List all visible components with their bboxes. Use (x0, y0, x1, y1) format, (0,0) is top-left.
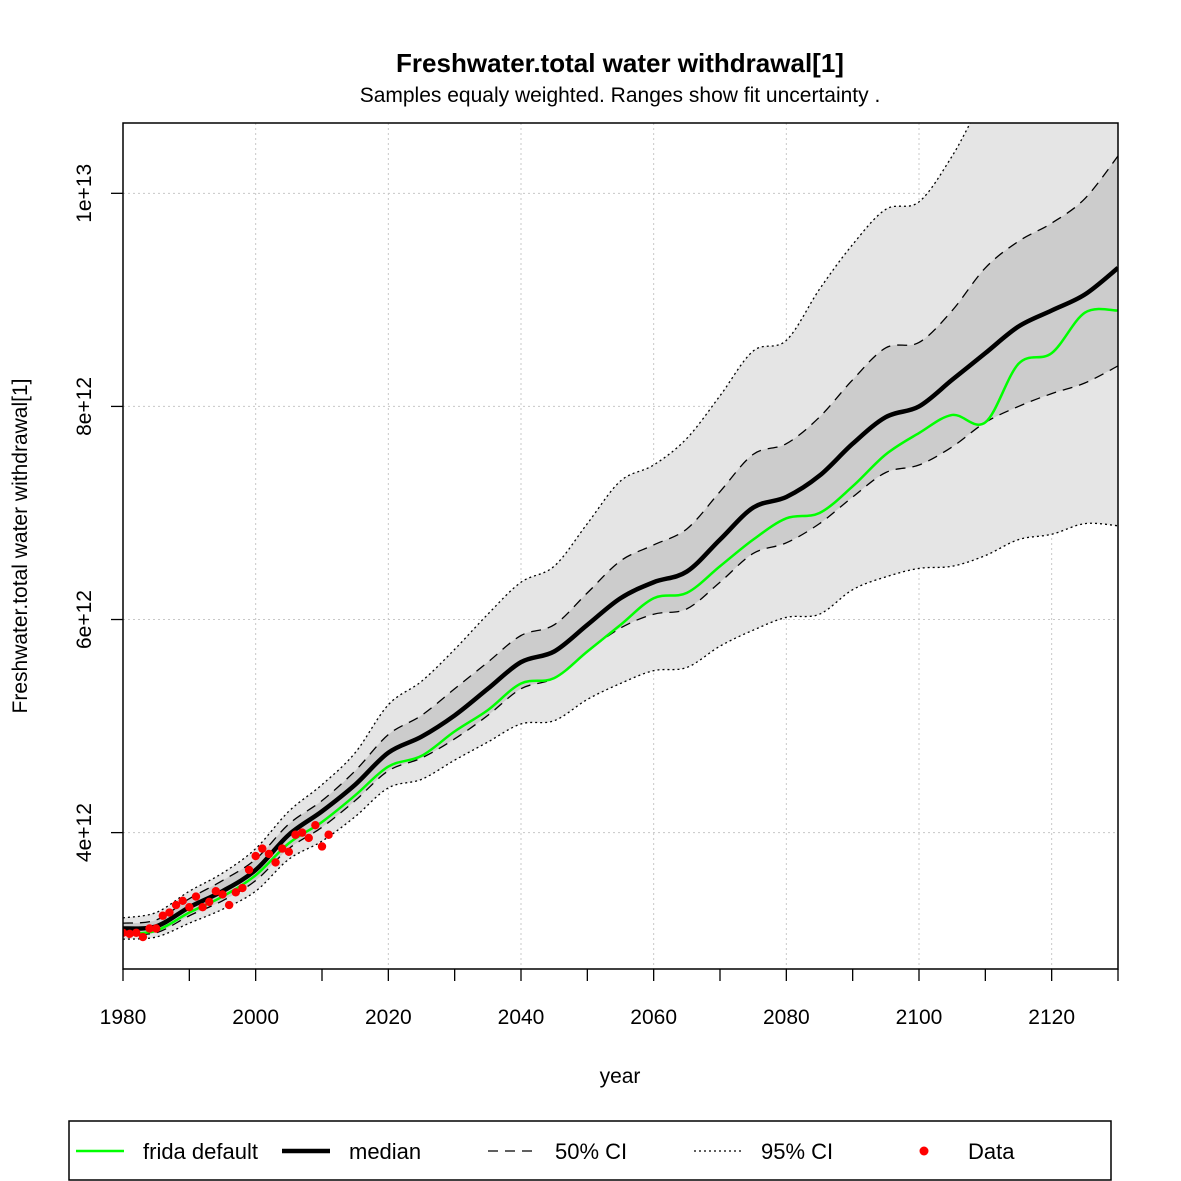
x-tick-label: 2020 (365, 1006, 412, 1029)
data-point (185, 903, 194, 912)
data-point (198, 903, 207, 912)
ci95-lower-line (123, 522, 1118, 940)
data-point (291, 830, 300, 839)
plot-frame (122, 122, 1119, 970)
chart-subtitle: Samples equaly weighted. Ranges show fit… (360, 84, 881, 107)
data-point (258, 844, 267, 853)
x-axis-label: year (600, 1065, 641, 1088)
data-point (171, 900, 181, 910)
data-point (191, 892, 201, 901)
data-point (244, 865, 254, 875)
data-point (324, 830, 333, 839)
x-tick-label: 2120 (1028, 1006, 1075, 1029)
y-axis-label: Freshwater.total water withdrawal[1] (9, 379, 32, 714)
data-point (178, 896, 187, 906)
data-point (238, 883, 247, 893)
x-tick-label: 2100 (896, 1006, 943, 1029)
y-tick-label: 6e+12 (73, 590, 96, 649)
x-axis: 1980 2000 2020 2040 2060 2080 2100 2120 (100, 969, 1119, 1029)
data-point (278, 844, 287, 853)
data-point (165, 908, 174, 917)
legend-box (68, 1120, 1112, 1181)
legend-label: median (349, 1139, 421, 1164)
legend-label: Data (968, 1139, 1015, 1164)
ci-bands (123, 123, 1118, 940)
x-tick-label: 2040 (498, 1006, 545, 1029)
legend-label: 50% CI (555, 1139, 627, 1164)
x-tick-label: 1980 (100, 1006, 147, 1029)
data-point (251, 851, 260, 861)
y-tick-label: 4e+12 (73, 803, 96, 862)
data-point (132, 928, 141, 937)
data-point (304, 833, 313, 843)
data-point (205, 897, 214, 907)
x-tick-label: 2000 (232, 1006, 279, 1029)
legend: frida default median 50% CI 95% CI Data (76, 1139, 1015, 1164)
ci95-upper-line (123, 123, 971, 919)
legend-label: 95% CI (761, 1139, 833, 1164)
data-point (138, 932, 148, 942)
data-point (211, 887, 221, 896)
data-points (123, 820, 333, 942)
median-line (123, 266, 1118, 931)
x-tick-label: 2080 (763, 1006, 810, 1029)
data-point (311, 820, 320, 830)
y-axis: 4e+12 6e+12 8e+12 1e+13 (73, 164, 123, 862)
data-point (125, 929, 134, 939)
legend-label: frida default (143, 1139, 258, 1164)
data-point (151, 924, 161, 933)
chart-title: Freshwater.total water withdrawal[1] (396, 48, 844, 78)
data-point (264, 849, 274, 859)
ci50-upper-line (123, 155, 1118, 924)
data-point (231, 888, 240, 897)
data-point (145, 924, 154, 933)
data-point (224, 900, 234, 910)
band-95-ci (123, 123, 1118, 940)
data-point (158, 911, 167, 920)
data-point (297, 828, 307, 837)
data-point (284, 847, 294, 856)
data-point (317, 842, 327, 851)
y-tick-label: 8e+12 (73, 377, 96, 436)
frida-default-line (123, 307, 1118, 936)
legend-marker-data (919, 1146, 929, 1156)
data-point (218, 890, 227, 899)
x-tick-label: 2060 (630, 1006, 677, 1029)
y-tick-label: 1e+13 (73, 164, 96, 223)
data-point (271, 858, 280, 867)
